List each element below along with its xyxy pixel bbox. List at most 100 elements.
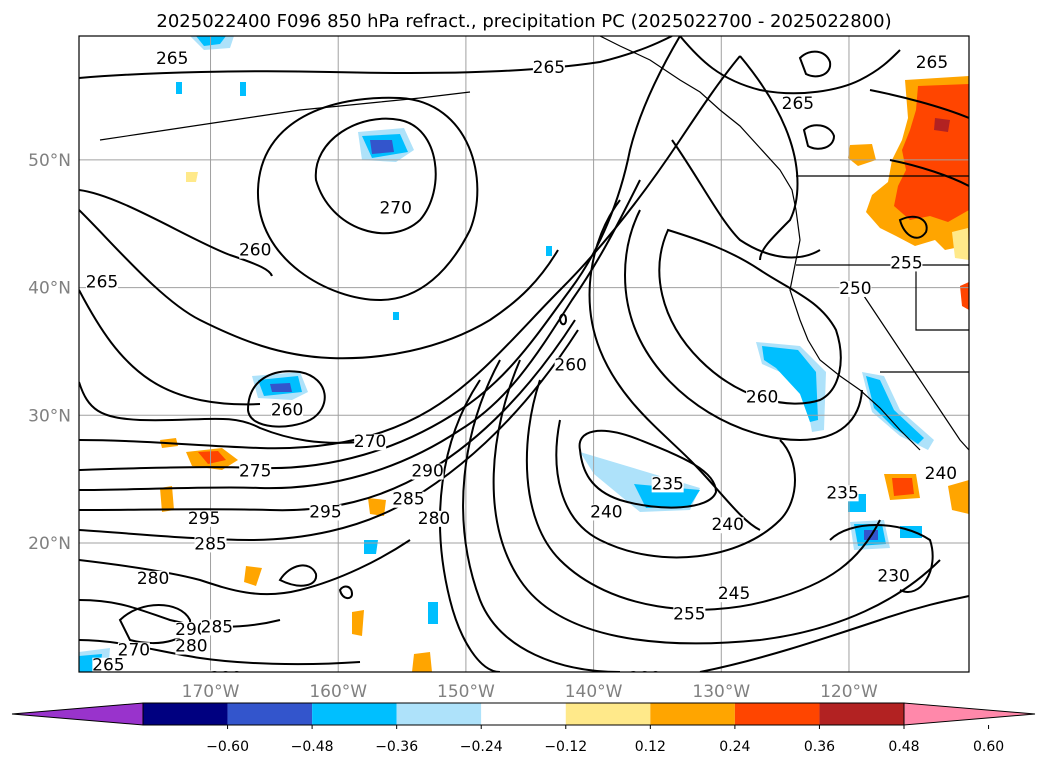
contour-label-bg [590,504,623,521]
precip-negative-area [428,602,438,624]
contour-label-text: 240 [590,502,622,522]
contour-label: 295 [309,502,341,522]
precip-positive-area [412,652,432,672]
contour-label-text: 265 [86,273,118,293]
coastline [599,36,797,211]
contour-label-text: 295 [188,509,220,529]
contour-label-bg [239,463,272,480]
contour-lines [79,36,969,672]
contour-label: 265 [86,273,118,293]
contour-label: 250 [839,279,871,299]
contour-line [525,379,881,611]
contour-label-text: 260 [554,356,586,376]
contour-line [278,564,318,587]
colorbar-swatch [734,703,820,725]
contour-label-text: 255 [673,605,705,625]
contour-label-bg [156,51,189,68]
map-background [79,36,969,672]
contour-label-text: 240 [711,515,743,535]
contour-line [79,189,273,277]
border [915,265,969,331]
contour-label: 280 [175,637,207,657]
contour-label: 265 [156,49,188,69]
contour-line [79,36,673,79]
contour-label-bg [781,95,814,112]
contour-label-text: 295 [309,502,341,522]
contour-label-bg [628,670,661,672]
contour-label-bg [239,242,272,259]
coastline [789,209,921,451]
contour-label-bg [924,466,957,483]
contour-label-bg [309,504,342,521]
precip-negative-area [176,82,182,94]
lon-tick-label: 160°W [309,682,367,702]
colorbar-tick-label: 0.48 [888,739,919,755]
contour-label-bg [85,274,118,291]
contour-label: 255 [890,253,922,273]
contour-label-text: 270 [118,640,150,660]
colorbar-tick-label: −0.60 [206,739,249,755]
colorbar-swatch [819,703,904,725]
contour-label: 265 [92,656,125,672]
lon-axis: 170°W 160°W 150°W 140°W 130°W 120°W [182,682,878,702]
contour-label: 280 [137,569,169,589]
colorbar-swatch [481,703,566,725]
contour-label-bg [188,510,221,527]
colorbar-tick-label: 0.24 [719,739,750,755]
contour-line [79,209,559,360]
contour-label: 245 [718,584,750,604]
contour-label-bg [175,621,208,638]
colorbar-tick-label: 0.12 [635,739,666,755]
colorbar-swatch [312,703,397,725]
contour-line [658,228,842,405]
contour-label: 290 [411,462,443,482]
colorbar-extend-high [903,702,1036,726]
contour-label-text: 270 [354,432,386,452]
contour-line [624,209,863,442]
contour-label: 230 [877,566,909,586]
colorbar-tick-label: −0.48 [291,739,334,755]
contour-label-bg [673,606,706,623]
contour-label-text: 285 [392,490,424,510]
precip-positive-area [952,228,969,260]
precip-positive-area [948,480,969,514]
contour-label-bg [711,517,744,534]
colorbar: −0.60 −0.48 −0.36 −0.24 −0.12 0.12 0.24 0.36 0.4… [11,702,1036,755]
contour-label: 290 [210,668,242,672]
colorbar-tick-label: 0.36 [804,739,835,755]
contour-line [79,36,681,471]
contour-label: 260 [554,356,586,376]
contour-label: 290 [175,620,207,640]
contour-label: 285 [392,490,424,510]
contour-line [79,319,576,512]
contour-label-bg [194,536,227,553]
contour-label-text: 290 [175,620,207,640]
precip-positive-area [892,478,914,496]
contour-line [739,55,799,261]
precip-shading [79,36,969,672]
coastlines [99,36,969,451]
contour-line [79,381,361,444]
contour-label-bg [200,619,233,636]
contour-line [79,539,411,596]
precip-negative-area [370,140,394,154]
colorbar-tick-label: −0.36 [375,739,418,755]
chart-title: 2025022400 F096 850 hPa refract., precip… [156,11,891,32]
contour-label-bg [877,568,910,585]
contour-line [869,89,969,119]
colorbar-swatch [227,703,313,725]
contour-label-bg [532,60,565,77]
contour-label: 270 [379,199,411,219]
contour-line [558,313,568,326]
contour-line [79,599,281,628]
coastline [859,289,969,451]
contour-label: 285 [201,617,233,637]
contour-label-bg [417,510,450,527]
contour-label-bg [137,570,170,587]
contour-line [314,117,437,235]
contour-label-bg [826,485,859,502]
contour-label-text: 235 [826,483,858,503]
contour-line [679,36,901,95]
